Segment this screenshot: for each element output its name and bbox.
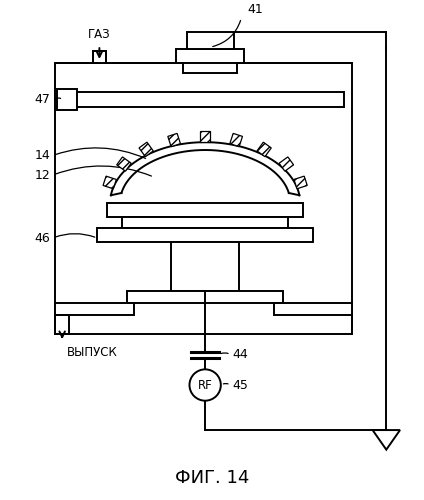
- Bar: [92, 51, 106, 63]
- Bar: [176, 49, 244, 63]
- Polygon shape: [139, 142, 153, 156]
- Bar: [63, 92, 344, 107]
- Polygon shape: [168, 134, 181, 146]
- Polygon shape: [103, 176, 116, 189]
- Polygon shape: [373, 430, 400, 450]
- Text: RF: RF: [198, 378, 212, 392]
- Polygon shape: [117, 157, 131, 171]
- Polygon shape: [279, 157, 293, 171]
- Polygon shape: [294, 176, 307, 189]
- Circle shape: [190, 370, 221, 400]
- Text: 44: 44: [232, 348, 248, 361]
- Text: ФИГ. 14: ФИГ. 14: [175, 469, 249, 487]
- Bar: [171, 242, 240, 291]
- Text: 12: 12: [35, 168, 50, 181]
- Bar: [55, 303, 134, 314]
- Text: 45: 45: [232, 378, 248, 392]
- Bar: [273, 303, 352, 314]
- Polygon shape: [200, 132, 210, 142]
- Polygon shape: [230, 134, 243, 146]
- Bar: [127, 291, 284, 303]
- Bar: [183, 62, 237, 72]
- Text: 47: 47: [34, 93, 50, 106]
- Bar: [55, 63, 352, 334]
- Bar: [107, 203, 303, 216]
- Polygon shape: [257, 142, 271, 156]
- Bar: [98, 228, 313, 242]
- Bar: [57, 90, 77, 110]
- Bar: [187, 32, 234, 49]
- Text: 41: 41: [247, 3, 263, 16]
- Bar: [122, 216, 288, 228]
- Text: 14: 14: [35, 149, 50, 162]
- Text: ВЫПУСК: ВЫПУСК: [67, 346, 118, 359]
- Text: 46: 46: [35, 232, 50, 244]
- Text: ГАЗ: ГАЗ: [88, 28, 111, 42]
